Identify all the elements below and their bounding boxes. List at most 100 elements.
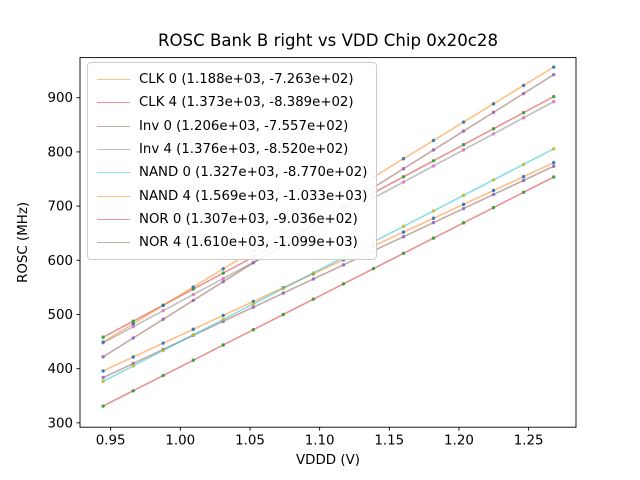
- data-point: [131, 319, 135, 323]
- data-point: [191, 327, 195, 331]
- y-tick-label: 900: [47, 91, 73, 106]
- data-point: [491, 188, 496, 193]
- axis-ticks: 0.95 1.00 1.05 1.10 1.15 1.20 1.25 300 400 500 600…: [47, 91, 543, 448]
- data-point: [552, 65, 556, 69]
- data-point: [431, 216, 436, 220]
- legend-item-nand-0: NAND 0 (1.327e+03, -8.770e+02): [97, 161, 367, 184]
- series-markers: [101, 65, 556, 408]
- legend-swatch: [97, 195, 130, 197]
- fit-line-nor-0: [102, 176, 555, 407]
- data-point: [131, 322, 135, 326]
- legend-box: CLK 0 (1.188e+03, -7.263e+02) CLK 4 (1.37…: [87, 62, 378, 261]
- legend-label: Inv 0 (1.206e+03, -7.557e+02): [139, 118, 349, 134]
- data-point: [521, 178, 526, 183]
- data-point: [251, 302, 256, 306]
- data-point: [251, 299, 256, 304]
- legend-label: NAND 0 (1.327e+03, -8.770e+02): [139, 165, 368, 181]
- data-point: [491, 102, 496, 106]
- data-point: [431, 138, 436, 143]
- legend-label: CLK 0 (1.188e+03, -7.263e+02): [139, 72, 354, 88]
- data-point: [431, 159, 436, 163]
- data-point: [221, 317, 225, 322]
- data-point: [491, 205, 496, 210]
- data-point: [521, 83, 526, 88]
- data-point: [552, 160, 556, 165]
- data-point: [491, 127, 496, 131]
- data-point: [552, 94, 556, 99]
- axes-frame: [79, 57, 577, 428]
- data-point: [131, 364, 135, 368]
- data-point: [461, 129, 466, 133]
- data-point: [371, 266, 376, 271]
- data-point: [401, 251, 406, 256]
- data-point: [552, 72, 556, 77]
- data-point: [401, 180, 406, 184]
- legend-item-clk-4: CLK 4 (1.373e+03, -8.389e+02): [97, 91, 367, 114]
- data-point: [131, 389, 135, 393]
- data-point: [101, 355, 105, 359]
- data-point: [221, 343, 225, 347]
- data-point: [191, 333, 195, 337]
- x-tick-label: 1.00: [165, 434, 195, 449]
- data-point: [281, 291, 285, 295]
- data-point: [461, 148, 466, 152]
- data-point: [401, 167, 406, 171]
- data-point: [461, 206, 466, 211]
- data-point: [281, 286, 285, 291]
- y-tick-label: 400: [47, 362, 73, 377]
- chart-title: ROSC Bank B right vs VDD Chip 0x20c28: [158, 31, 498, 50]
- x-axis-label: VDDD (V): [296, 453, 360, 468]
- legend-item-nand-4: NAND 4 (1.569e+03, -1.033e+03): [97, 184, 367, 207]
- data-point: [552, 99, 556, 104]
- data-point: [461, 143, 466, 147]
- data-point: [101, 404, 105, 408]
- data-point: [101, 340, 105, 344]
- legend-swatch: [97, 172, 130, 174]
- data-point: [101, 369, 105, 373]
- data-point: [251, 305, 256, 309]
- data-point: [401, 235, 406, 239]
- data-point: [401, 230, 406, 234]
- legend-swatch: [97, 125, 130, 127]
- legend-swatch: [97, 242, 130, 244]
- data-point: [161, 348, 165, 353]
- y-axis-label: ROSC (MHz): [16, 202, 31, 283]
- data-point: [431, 220, 436, 225]
- data-point: [431, 164, 436, 168]
- data-point: [221, 279, 225, 284]
- data-point: [461, 202, 466, 207]
- data-point: [341, 282, 346, 286]
- x-tick-label: 1.05: [235, 434, 265, 449]
- data-point: [431, 148, 436, 152]
- data-point: [491, 110, 496, 115]
- fit-line-nand-0: [102, 148, 555, 383]
- x-tick-label: 0.95: [96, 434, 126, 449]
- data-point: [191, 298, 195, 303]
- legend-label: Inv 4 (1.376e+03, -8.520e+02): [139, 142, 349, 158]
- data-point: [101, 335, 105, 339]
- data-point: [161, 341, 165, 345]
- fit-line-clk-0: [102, 161, 555, 372]
- data-point: [161, 303, 165, 308]
- x-tick-label: 1.15: [374, 434, 404, 449]
- x-tick-label: 1.20: [444, 434, 474, 449]
- y-tick-label: 700: [47, 200, 73, 215]
- legend-item-nor-0: NOR 0 (1.307e+03, -9.036e+02): [97, 208, 367, 231]
- data-point: [161, 373, 165, 378]
- data-point: [552, 164, 556, 168]
- data-point: [221, 267, 225, 271]
- legend-swatch: [97, 102, 130, 104]
- legend-item-nor-4: NOR 4 (1.610e+03, -1.099e+03): [97, 231, 367, 254]
- legend-item-inv-0: Inv 0 (1.206e+03, -7.557e+02): [97, 115, 367, 138]
- data-point: [491, 178, 496, 182]
- y-tick-label: 300: [47, 416, 73, 431]
- data-point: [311, 271, 316, 275]
- data-point: [191, 358, 195, 362]
- x-tick-label: 1.10: [305, 434, 335, 449]
- y-tick-label: 600: [47, 254, 73, 269]
- data-point: [552, 147, 556, 151]
- data-point: [431, 236, 436, 240]
- legend-item-inv-4: Inv 4 (1.376e+03, -8.520e+02): [97, 138, 367, 161]
- data-point: [461, 221, 466, 225]
